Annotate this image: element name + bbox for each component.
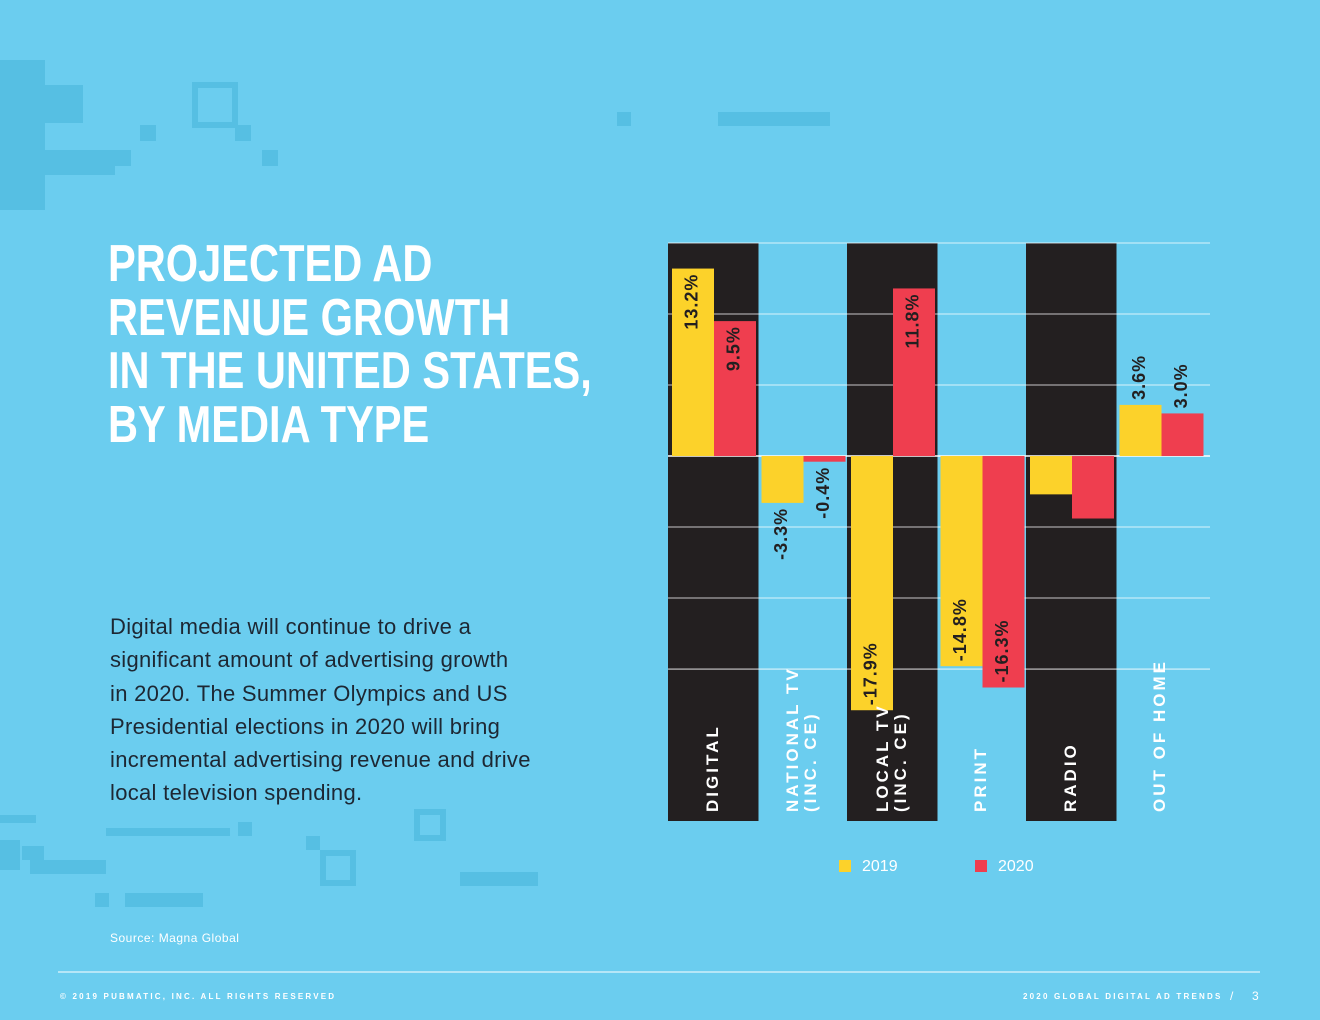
value-label: 9.5%	[724, 326, 744, 371]
category-label: NATIONAL TV (INC. CE)	[783, 666, 821, 812]
bar	[982, 456, 1025, 688]
category-label: LOCAL TV (INC. CE)	[872, 703, 910, 812]
bar	[893, 288, 935, 457]
bar	[940, 456, 983, 667]
bar	[1161, 413, 1204, 457]
body-text: Digital media will continue to drive a s…	[110, 614, 531, 806]
value-label: -0.4%	[813, 467, 833, 519]
legend-swatch	[975, 860, 987, 872]
legend-swatch	[839, 860, 851, 872]
page-number: 3	[1252, 989, 1261, 1003]
category-label: DIGITAL	[702, 724, 722, 812]
category-label: RADIO	[1060, 742, 1080, 812]
column-band	[1026, 243, 1117, 821]
separator: /	[1230, 989, 1236, 1003]
value-label: 11.8%	[903, 293, 923, 348]
category-label: PRINT	[971, 746, 991, 812]
value-label: 3.0%	[1171, 363, 1191, 408]
bar	[1072, 456, 1114, 519]
category-label: OUT OF HOME	[1150, 659, 1170, 812]
source: Source: Magna Global	[110, 931, 240, 945]
value-label: -16.3%	[992, 619, 1012, 682]
value-label: -14.8%	[950, 598, 970, 661]
bar	[1119, 404, 1162, 457]
value-label: 13.2%	[682, 274, 702, 330]
decoration	[0, 60, 830, 907]
legend-label: 2020	[998, 858, 1034, 875]
value-label: -3.3%	[771, 508, 791, 560]
page-title: PROJECTED AD REVENUE GROWTH IN THE UNITE…	[108, 235, 592, 454]
value-label: -17.9%	[861, 642, 881, 705]
legend-label: 2019	[862, 858, 898, 875]
bar	[672, 268, 714, 457]
bar	[1030, 456, 1072, 495]
publication: 2020 GLOBAL DIGITAL AD TRENDS	[1023, 992, 1223, 1001]
bar	[851, 456, 893, 711]
bar	[761, 456, 804, 503]
bar	[714, 321, 756, 457]
value-label: 3.6%	[1129, 355, 1149, 400]
bar	[803, 456, 846, 462]
copyright: © 2019 PUBMATIC, INC. ALL RIGHTS RESERVE…	[60, 992, 337, 1001]
